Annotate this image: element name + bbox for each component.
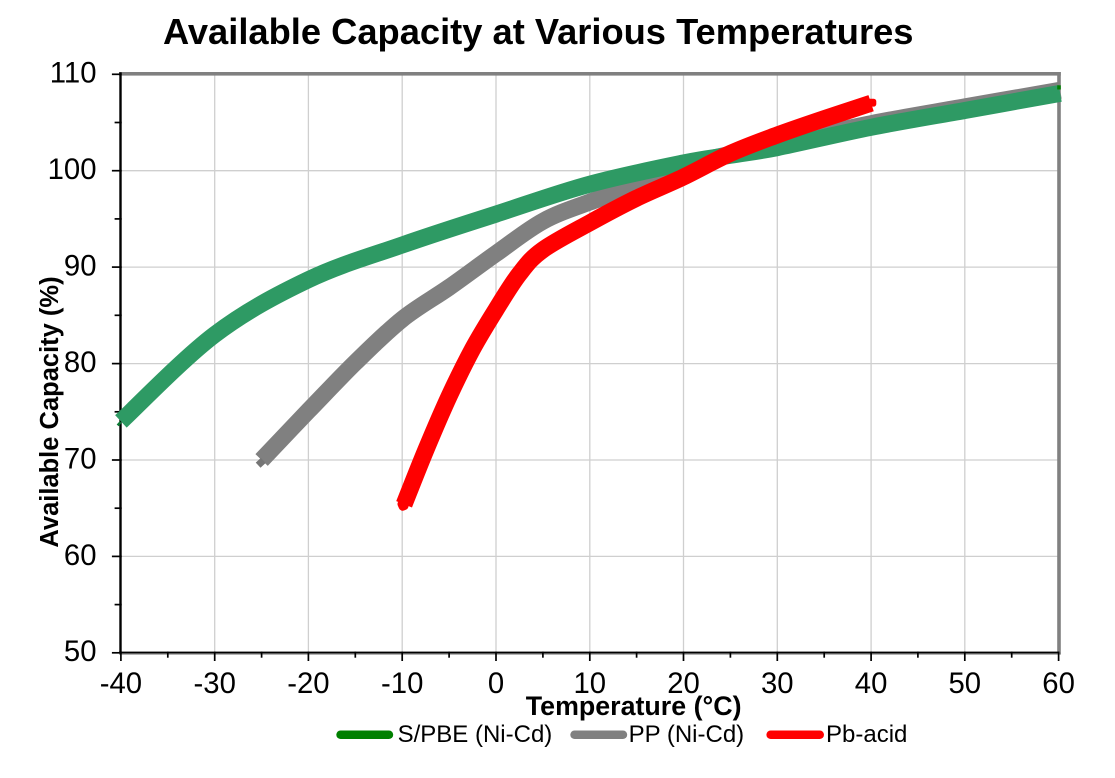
- svg-text:110: 110: [50, 57, 97, 90]
- svg-text:-40: -40: [100, 667, 142, 700]
- svg-text:70: 70: [64, 442, 97, 475]
- svg-text:40: 40: [855, 667, 888, 700]
- svg-text:Available Capacity (%): Available Capacity (%): [36, 276, 64, 547]
- svg-text:0: 0: [488, 667, 504, 700]
- svg-text:-20: -20: [287, 667, 329, 700]
- svg-text:60: 60: [1042, 667, 1075, 700]
- svg-text:Temperature (°C): Temperature (°C): [526, 691, 742, 721]
- svg-text:100: 100: [48, 153, 97, 186]
- svg-text:50: 50: [64, 635, 97, 668]
- svg-text:60: 60: [64, 539, 97, 572]
- svg-text:80: 80: [64, 346, 97, 379]
- svg-text:10: 10: [574, 667, 607, 700]
- svg-text:Available Capacity at Various: Available Capacity at Various Temperatur…: [163, 11, 913, 52]
- svg-text:PP (Ni-Cd): PP (Ni-Cd): [629, 721, 745, 748]
- svg-text:50: 50: [949, 667, 982, 700]
- svg-text:-10: -10: [381, 667, 423, 700]
- svg-text:Pb-acid: Pb-acid: [826, 721, 907, 748]
- svg-text:30: 30: [761, 667, 794, 700]
- svg-text:20: 20: [667, 667, 700, 700]
- svg-text:90: 90: [64, 250, 97, 283]
- svg-text:-30: -30: [194, 667, 236, 700]
- svg-text:S/PBE (Ni-Cd): S/PBE (Ni-Cd): [398, 721, 553, 748]
